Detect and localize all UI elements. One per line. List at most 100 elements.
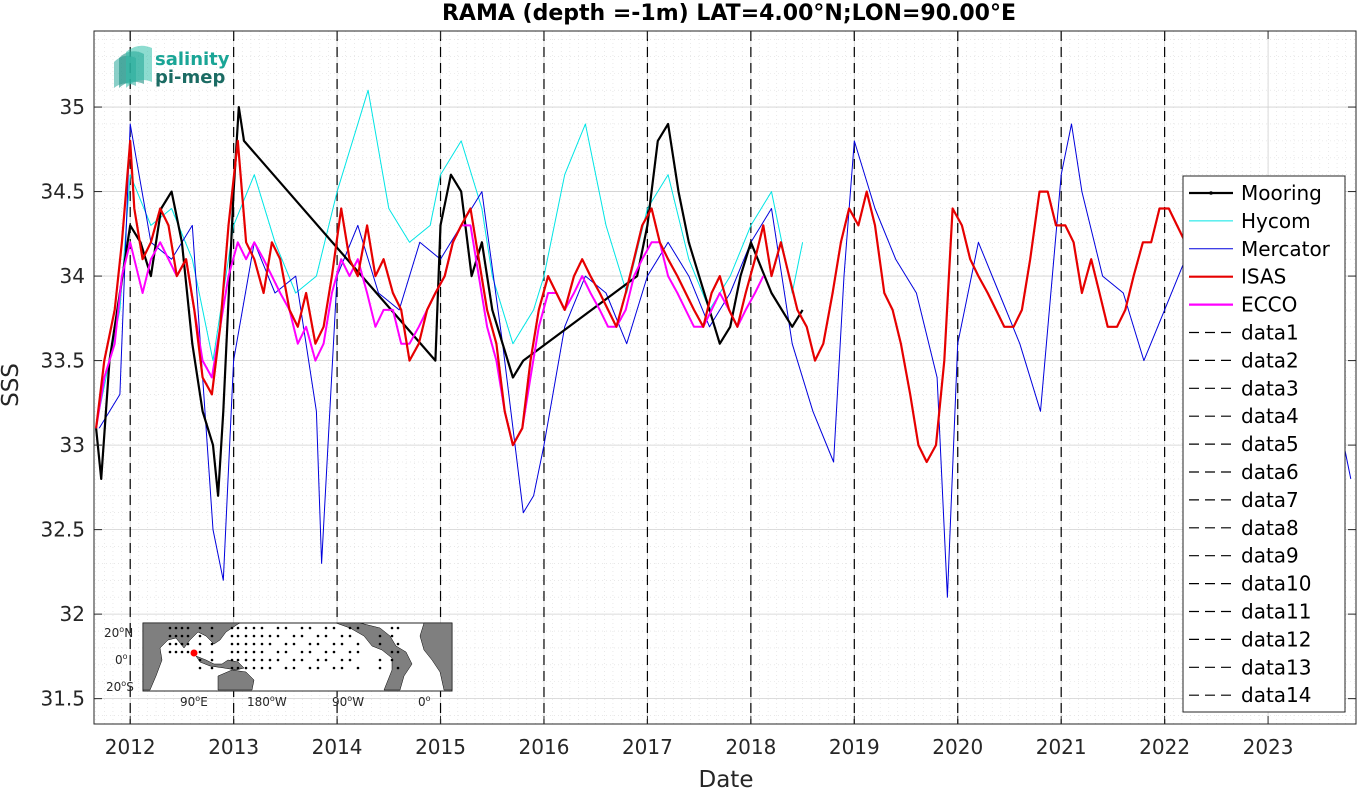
map-mooring-dot bbox=[244, 650, 248, 654]
legend-label: ISAS bbox=[1241, 265, 1286, 289]
x-tick-label: 2018 bbox=[725, 735, 776, 759]
map-mooring-dot bbox=[198, 658, 202, 662]
legend-label: data6 bbox=[1241, 460, 1299, 484]
map-mooring-dot bbox=[236, 626, 240, 630]
map-mooring-dot bbox=[284, 626, 288, 630]
map-mooring-dot bbox=[292, 634, 296, 638]
map-mooring-dot bbox=[348, 626, 352, 630]
legend-item-data14: data14 bbox=[1189, 683, 1312, 707]
legend-item-data13: data13 bbox=[1189, 655, 1312, 679]
map-label-20s: 20oS bbox=[106, 679, 134, 694]
map-mooring-dot bbox=[300, 634, 304, 638]
map-mooring-dot bbox=[260, 650, 264, 654]
map-mooring-dot bbox=[230, 634, 234, 638]
map-mooring-dot bbox=[308, 650, 312, 654]
map-mooring-dot bbox=[308, 666, 312, 670]
map-mooring-dot bbox=[390, 634, 394, 638]
map-mooring-dot bbox=[284, 642, 288, 646]
map-mooring-dot bbox=[324, 626, 328, 630]
map-mooring-dot bbox=[332, 626, 336, 630]
map-label-90e: 90oE bbox=[180, 694, 208, 709]
map-mooring-dot bbox=[356, 642, 360, 646]
legend-label: data14 bbox=[1241, 683, 1312, 707]
x-tick-label: 2021 bbox=[1036, 735, 1087, 759]
map-mooring-dot bbox=[252, 658, 256, 662]
series-line-mercator bbox=[98, 123, 1352, 598]
map-mooring-dot bbox=[276, 650, 280, 654]
map-mooring-dot bbox=[356, 650, 360, 654]
series-lines bbox=[95, 89, 1352, 598]
map-mooring-dot bbox=[348, 650, 352, 654]
map-label-20n: 20oN bbox=[104, 625, 133, 640]
map-mooring-dot bbox=[236, 666, 240, 670]
map-mooring-dot bbox=[292, 642, 296, 646]
map-mooring-dot bbox=[300, 650, 304, 654]
map-mooring-dot bbox=[186, 634, 190, 638]
map-mooring-dot bbox=[236, 642, 240, 646]
map-mooring-dot bbox=[300, 626, 304, 630]
legend-label: Mooring bbox=[1241, 181, 1322, 205]
map-mooring-dot bbox=[210, 650, 214, 654]
map-mooring-dot bbox=[198, 666, 202, 670]
x-tick-label: 2017 bbox=[622, 735, 673, 759]
map-mooring-dot bbox=[396, 666, 400, 670]
y-tick-label: 34 bbox=[60, 264, 85, 288]
map-mooring-dot bbox=[316, 658, 320, 662]
map-mooring-dot bbox=[268, 666, 272, 670]
x-axis-ticks: 2012 2013 2014 2015 2016 2017 2018 2019 2020 2021… bbox=[105, 31, 1294, 759]
map-mooring-dot bbox=[324, 650, 328, 654]
x-tick-label: 2020 bbox=[932, 735, 983, 759]
y-tick-label: 32 bbox=[60, 602, 85, 626]
chart-title: RAMA (depth =-1m) LAT=4.00°N;LON=90.00°E bbox=[442, 1, 1016, 26]
legend-label: data9 bbox=[1241, 544, 1299, 568]
map-mooring-dot bbox=[236, 634, 240, 638]
plot-frame bbox=[93, 30, 1357, 725]
map-mooring-dot bbox=[340, 658, 344, 662]
y-axis-ticks: 31.5 32 32.5 33 33.5 34 34.5 35 bbox=[40, 95, 1356, 711]
map-mooring-dot bbox=[252, 642, 256, 646]
salinity-pi-mep-logo: salinity pi-mep bbox=[114, 45, 230, 88]
x-tick-label: 2019 bbox=[829, 735, 880, 759]
map-mooring-dot bbox=[244, 642, 248, 646]
map-mooring-dot bbox=[174, 642, 178, 646]
legend-item-data10: data10 bbox=[1189, 572, 1312, 596]
map-mooring-dot bbox=[316, 666, 320, 670]
map-mooring-dot bbox=[356, 626, 360, 630]
map-mooring-dot bbox=[244, 626, 248, 630]
mooring-locations bbox=[168, 626, 400, 670]
legend-item-data6: data6 bbox=[1189, 460, 1299, 484]
map-mooring-dot bbox=[168, 634, 172, 638]
map-mooring-dot bbox=[340, 634, 344, 638]
map-land-americas bbox=[335, 622, 413, 691]
map-mooring-dot bbox=[292, 658, 296, 662]
y-axis-title: SSS bbox=[0, 363, 24, 407]
map-mooring-dot bbox=[378, 634, 382, 638]
map-mooring-dot bbox=[292, 666, 296, 670]
map-label-0: 0o bbox=[418, 694, 431, 709]
map-mooring-dot bbox=[236, 658, 240, 662]
map-mooring-dot bbox=[236, 650, 240, 654]
x-tick-label: 2012 bbox=[105, 735, 156, 759]
legend-label: data4 bbox=[1241, 404, 1299, 428]
legend-item-data12: data12 bbox=[1189, 627, 1312, 651]
map-land-africa-west bbox=[419, 622, 453, 691]
legend-items: Mooring Hycom Mercator ISAS ECCO data1 data2 da… bbox=[1189, 181, 1331, 707]
x-tick-label: 2022 bbox=[1139, 735, 1190, 759]
x-tick-label: 2016 bbox=[519, 735, 570, 759]
legend-label: ECCO bbox=[1241, 293, 1297, 317]
map-mooring-dot bbox=[260, 626, 264, 630]
map-mooring-dot bbox=[276, 626, 280, 630]
x-tick-label: 2013 bbox=[208, 735, 259, 759]
map-mooring-dot bbox=[390, 650, 394, 654]
map-mooring-dot bbox=[396, 650, 400, 654]
legend-item-hycom: Hycom bbox=[1189, 209, 1311, 233]
selected-mooring-marker bbox=[190, 649, 198, 657]
legend-item-data2: data2 bbox=[1189, 348, 1299, 372]
map-mooring-dot bbox=[396, 642, 400, 646]
legend-item-data4: data4 bbox=[1189, 404, 1299, 428]
map-mooring-dot bbox=[260, 666, 264, 670]
map-mooring-dot bbox=[378, 658, 382, 662]
map-mooring-dot bbox=[244, 666, 248, 670]
map-mooring-dot bbox=[198, 650, 202, 654]
